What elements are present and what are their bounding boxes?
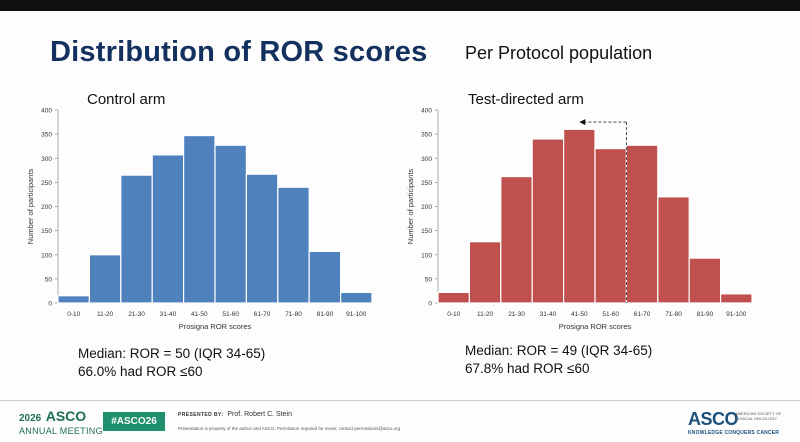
test-x-tick-label: 51-60	[602, 311, 619, 318]
test-y-tick-label: 100	[421, 252, 432, 259]
control-x-tick-label: 51-60	[222, 311, 239, 318]
control-bar	[151, 154, 185, 304]
presenter-name: Prof. Robert C. Stein	[227, 411, 292, 418]
test-y-axis-label: Number of participants	[406, 169, 415, 245]
asco-logo-tagline: KNOWLEDGE CONQUERS CANCER	[688, 430, 780, 436]
meeting-name: ANNUAL MEETING	[19, 426, 103, 436]
control-x-tick-label: 71-80	[285, 311, 302, 318]
control-arm-title: Control arm	[87, 91, 166, 108]
control-y-tick-label: 100	[41, 252, 52, 259]
top-bar	[0, 0, 800, 11]
test-y-tick-label: 150	[421, 228, 432, 235]
test-median-text: Median: ROR = 49 (IQR 34-65)	[465, 343, 653, 358]
control-x-tick-label: 21-30	[128, 311, 145, 318]
slide-footer: 2026 ASCO ANNUAL MEETING #ASCO26 PRESENT…	[0, 401, 800, 442]
test-arm-chart: 0 50 100 150 200 250 300 350 400 0-10 11-20 21-30 31…	[406, 108, 753, 331]
control-y-tick-label: 50	[45, 276, 53, 283]
control-y-tick-label: 300	[41, 156, 52, 163]
slide-subtitle: Per Protocol population	[465, 43, 653, 63]
test-y-tick-label: 50	[425, 276, 433, 283]
asco-logo-text: ASCO	[688, 409, 739, 429]
control-y-tick-label: 250	[41, 180, 52, 187]
test-arm-title: Test-directed arm	[468, 91, 584, 108]
test-bar	[688, 257, 722, 304]
control-bar	[245, 173, 279, 304]
asco-logo-subtitle: AMERICAN SOCIETY OF CLINICAL ONCOLOGY	[735, 411, 782, 421]
control-x-axis-label: Prosigna ROR scores	[179, 322, 252, 331]
test-bar	[563, 128, 596, 304]
test-x-tick-label: 11-20	[477, 311, 494, 318]
control-x-tick-label: 0-10	[67, 311, 80, 318]
control-median-text: Median: ROR = 50 (IQR 34-65)	[78, 346, 266, 361]
test-bar	[468, 241, 502, 304]
meeting-asco: ASCO	[45, 408, 87, 424]
test-x-tick-label: 81-90	[697, 311, 714, 318]
control-y-tick-label: 400	[41, 108, 52, 115]
control-bar	[120, 174, 153, 304]
control-x-tick-label: 31-40	[160, 311, 177, 318]
control-y-tick-label: 200	[41, 204, 52, 211]
control-bar	[277, 186, 310, 304]
test-bar	[594, 147, 627, 304]
meeting-year: 2026	[19, 413, 42, 424]
test-bar	[720, 293, 753, 304]
test-summary: Median: ROR = 49 (IQR 34-65) 67.8% had R…	[465, 342, 652, 378]
test-x-tick-label: 41-50	[571, 311, 588, 318]
test-y-tick-label: 300	[421, 156, 432, 163]
test-y-tick-label: 400	[421, 108, 432, 115]
slide-title: Distribution of ROR scores	[50, 36, 428, 68]
test-x-tick-label: 31-40	[540, 311, 557, 318]
control-x-tick-label: 41-50	[191, 311, 208, 318]
presented-by: PRESENTED BY: Prof. Robert C. Stein	[178, 411, 292, 418]
control-y-tick-label: 0	[48, 301, 52, 308]
footer-divider	[0, 400, 800, 401]
control-x-tick-label: 11-20	[97, 311, 114, 318]
control-summary: Median: ROR = 50 (IQR 34-65) 66.0% had R…	[78, 345, 265, 381]
test-y-tick-label: 0	[428, 301, 432, 308]
test-pct-text: 67.8% had ROR ≤60	[465, 361, 590, 376]
test-bar	[657, 196, 690, 304]
test-y-tick-label: 250	[421, 180, 432, 187]
test-y-tick-label: 200	[421, 204, 432, 211]
disclaimer-text: Presentation is property of the author a…	[178, 426, 401, 431]
test-arrow-head	[579, 119, 586, 126]
test-x-tick-label: 21-30	[508, 311, 525, 318]
test-bar	[500, 175, 533, 304]
control-bar	[214, 144, 247, 304]
test-x-tick-label: 71-80	[665, 311, 682, 318]
control-x-tick-label: 81-90	[317, 311, 334, 318]
control-bar	[88, 254, 122, 304]
asco-logo: ASCO AMERICAN SOCIETY OF CLINICAL ONCOLO…	[688, 409, 781, 436]
test-bar	[625, 144, 659, 304]
control-bar	[340, 291, 373, 304]
test-bar	[531, 138, 565, 304]
test-x-tick-label: 0-10	[447, 311, 460, 318]
meeting-logo: 2026 ASCO ANNUAL MEETING	[19, 408, 103, 437]
presented-by-label: PRESENTED BY:	[178, 412, 224, 418]
control-bar	[183, 134, 216, 304]
hashtag-badge: #ASCO26	[103, 412, 165, 431]
test-y-tick-label: 350	[421, 132, 432, 139]
test-x-tick-label: 61-70	[634, 311, 651, 318]
test-bar	[437, 291, 470, 304]
test-x-axis-label: Prosigna ROR scores	[559, 322, 632, 331]
control-y-tick-label: 150	[41, 228, 52, 235]
control-pct-text: 66.0% had ROR ≤60	[78, 364, 203, 379]
control-y-tick-label: 350	[41, 132, 52, 139]
control-x-tick-label: 61-70	[254, 311, 271, 318]
control-x-tick-label: 91-100	[346, 311, 367, 318]
control-bar	[308, 250, 342, 304]
control-arm-chart: 0 50 100 150 200 250 300 350 400 0-10 11-20 21-30 31…	[26, 108, 373, 331]
test-x-tick-label: 91-100	[726, 311, 747, 318]
control-bar	[57, 295, 90, 304]
control-y-axis-label: Number of participants	[26, 169, 35, 245]
